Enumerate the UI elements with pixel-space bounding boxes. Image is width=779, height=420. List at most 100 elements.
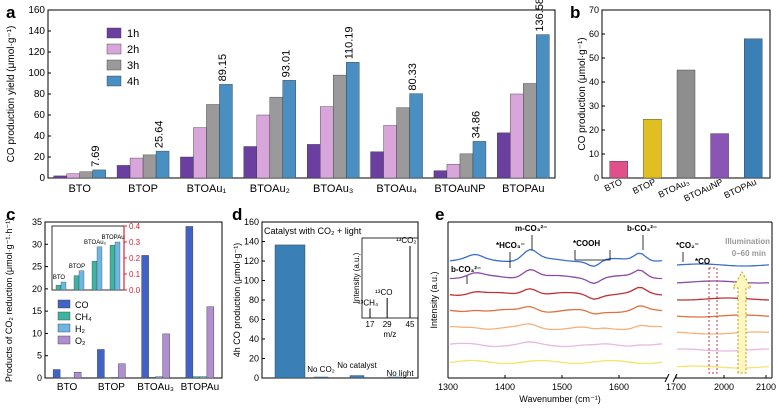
d-inset-peak-label: ¹³CO: [375, 288, 392, 297]
a-bar-1h: [497, 132, 511, 179]
a-value-label: 110.19: [344, 26, 356, 59]
a-legend-label: 1h: [127, 28, 139, 40]
c-legend-label: CH₄: [75, 312, 92, 322]
e-xlabel: Wavenumber (cm⁻¹): [519, 394, 600, 404]
e-xtick-label: 1700: [666, 382, 686, 392]
c-category-label: BTOAu₃: [137, 382, 174, 393]
c-inset-bar-h2: [96, 246, 103, 291]
d-ylabel: 4h CO production (μmol·g⁻¹): [232, 243, 242, 357]
e-xtick-label: 1600: [609, 382, 629, 392]
a-bar-4h: [282, 80, 297, 179]
c-bar-2: [155, 376, 163, 379]
panel-d-chart: 0 20 40 60 80 100 120 140 160 4h CO production (μ…: [232, 217, 419, 383]
panel-letter-e: e: [435, 205, 444, 224]
d-inset-xtick-label: 45: [406, 320, 415, 329]
e-spectrum-right: [676, 314, 770, 318]
a-bar-2h: [66, 173, 80, 179]
a-bar-4h: [345, 62, 360, 179]
a-category-label: BTOAu₂: [250, 183, 290, 195]
c-legend-label: H₂: [75, 324, 85, 334]
e-xtick-label: 1300: [438, 382, 458, 392]
d-bar-label: No catalyst: [337, 361, 377, 370]
e-spectrum-right: [676, 365, 770, 369]
a-value-label: 89.15: [217, 54, 229, 82]
a-category-label: BTOAuNP: [434, 183, 485, 195]
e-illumination-range: 0–60 min: [732, 249, 766, 258]
c-ytick-label: 25: [32, 262, 42, 272]
a-ytick-label: 20: [34, 152, 46, 163]
a-bar-4h: [155, 150, 170, 179]
a-category-label: BTOAu₃: [313, 183, 353, 195]
a-ytick-label: 140: [28, 26, 45, 37]
b-bar: [744, 38, 763, 179]
e-spectrum-right: [677, 348, 770, 352]
d-inset-xlabel: m/z: [384, 330, 397, 339]
a-bar-2h: [129, 157, 144, 179]
a-legend-label: 2h: [127, 44, 139, 56]
a-legend-swatch: [106, 43, 122, 55]
a-value-label: 7.69: [90, 146, 102, 167]
e-spectrum-left: [449, 248, 663, 267]
e-annotation: *CO₂⁻: [676, 241, 699, 250]
c-ytick-label: 5: [37, 351, 42, 361]
c-inset-bar-h2: [60, 281, 67, 291]
b-category-label: BTOAuNP: [682, 177, 724, 204]
e-spectrum-left: [449, 359, 663, 365]
d-ytick-label: 160: [244, 217, 259, 227]
a-bar-1h: [180, 156, 194, 179]
c-inset-ytick-label: 0.4: [129, 222, 141, 231]
d-inset-xtick-label: 29: [383, 320, 392, 329]
c-ytick-label: 35: [32, 217, 42, 227]
d-inset-frame: [361, 237, 419, 319]
a-category-label: BTOP: [128, 183, 158, 195]
c-bar-2: [199, 376, 208, 379]
e-annotation: *HCO₃⁻: [496, 241, 525, 250]
a-bar-3h: [142, 154, 157, 179]
c-inset-bar-label: BTO: [53, 275, 66, 281]
a-bar-4h: [472, 141, 487, 179]
c-ylabel: Products of CO₂ reduction (μmol·g⁻¹·h⁻¹): [4, 218, 14, 382]
e-co-region: [708, 267, 718, 374]
panel-letter-d: d: [232, 205, 242, 224]
b-ytick-label: 0: [594, 173, 599, 183]
d-bar-label: No CO₂: [307, 365, 335, 374]
c-ytick-label: 15: [32, 306, 42, 316]
c-frame: [44, 221, 223, 379]
a-bar-1h: [116, 165, 131, 179]
b-bar: [609, 160, 628, 179]
e-spectrum-left: [449, 305, 663, 315]
a-ytick-label: 100: [28, 68, 45, 79]
c-legend-swatch: [57, 299, 71, 309]
c-bar-2: [66, 377, 75, 379]
d-bar-label: Catalyst with CO₂ + light: [264, 226, 362, 236]
e-xtick-label: 1400: [495, 382, 515, 392]
e-xtick-label: 2000: [714, 382, 734, 392]
a-value-label: 25.64: [154, 121, 166, 149]
a-ytick-label: 80: [34, 89, 46, 100]
a-bar-3h: [396, 107, 410, 179]
c-bar-3: [73, 372, 82, 379]
c-category-label: BTO: [57, 382, 78, 393]
e-illumination-arrow: [732, 270, 752, 374]
c-legend-label: O₂: [75, 336, 86, 346]
a-bar-2h: [446, 164, 461, 179]
b-bar: [643, 118, 662, 179]
panel-a-chart: 0 20 40 60 80 100 120 140 160 CO production yield…: [6, 0, 556, 195]
a-category-label: BTOAu₄: [376, 183, 417, 195]
a-legend-label: 3h: [127, 60, 139, 72]
e-spectrum-right: [676, 263, 770, 267]
a-bar-1h: [53, 175, 67, 179]
b-ytick-label: 60: [589, 29, 599, 39]
c-inset-bar-ch4: [73, 275, 80, 291]
b-bar: [676, 69, 696, 179]
c-inset-bar-h2: [114, 241, 121, 291]
b-ytick-label: 20: [589, 125, 599, 135]
c-bar-1: [192, 376, 201, 379]
b-bar: [710, 133, 729, 179]
d-ytick-label: 40: [249, 334, 259, 344]
c-category-label: BTOPAu: [181, 382, 220, 393]
e-bracket: [574, 250, 611, 261]
c-bar-0: [141, 255, 149, 379]
b-ytick-label: 40: [589, 77, 599, 87]
